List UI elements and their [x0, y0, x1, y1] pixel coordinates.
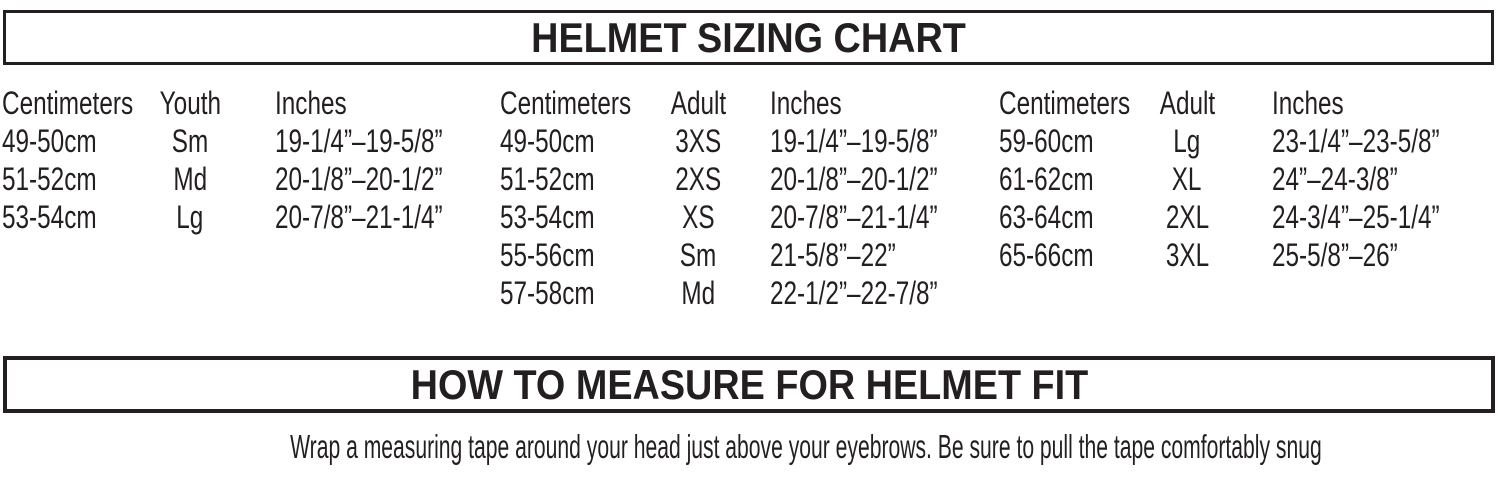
size-cell: 2XL	[1165, 199, 1209, 235]
cm-range-cell: 65-66cm	[999, 237, 1094, 273]
centimeters-column-header: Centimeters	[500, 85, 632, 121]
adult-column-header: Adult	[1159, 85, 1215, 121]
inches-column-header: Inches	[770, 85, 842, 121]
size-cell: Md	[681, 275, 715, 311]
cm-range-cell: 53-54cm	[500, 199, 595, 235]
inches-range-cell: 20-1/8”–20-1/2”	[275, 161, 443, 197]
size-cell: Lg	[1173, 123, 1201, 159]
sizing-chart-title-bar: HELMET SIZING CHART	[3, 10, 1494, 65]
inches-range-cell: 24-3/4”–25-1/4”	[1272, 199, 1440, 235]
sizing-group-youth: Centimeters Youth Inches 49-50cm Sm 19-1…	[0, 84, 498, 236]
inches-range-cell: 24”–24-3/8”	[1272, 161, 1398, 197]
inches-range-cell: 25-5/8”–26”	[1272, 237, 1398, 273]
cm-range-cell: 51-52cm	[2, 161, 97, 197]
cm-range-cell: 61-62cm	[999, 161, 1094, 197]
size-cell: 3XS	[675, 123, 721, 159]
size-cell: XL	[1172, 161, 1202, 197]
cm-range-cell: 63-64cm	[999, 199, 1094, 235]
cm-range-cell: 53-54cm	[2, 199, 97, 235]
sizing-group-adult-small: Centimeters Adult Inches 49-50cm 3XS 19-…	[498, 84, 997, 312]
helmet-sizing-table: Centimeters Youth Inches 49-50cm Sm 19-1…	[0, 84, 1498, 316]
size-cell: Md	[173, 161, 207, 197]
inches-range-cell: 20-1/8”–20-1/2”	[770, 161, 938, 197]
size-cell: Sm	[679, 237, 717, 273]
inches-range-cell: 20-7/8”–21-1/4”	[770, 199, 938, 235]
inches-range-cell: 22-1/2”–22-7/8”	[770, 275, 938, 311]
sizing-chart-title: HELMET SIZING CHART	[531, 13, 966, 61]
size-cell: XS	[681, 199, 715, 235]
centimeters-column-header: Centimeters	[2, 85, 134, 121]
fit-instruction-text: Wrap a measuring tape around your head j…	[290, 428, 1322, 465]
size-cell: 3XL	[1165, 237, 1209, 273]
cm-range-cell: 51-52cm	[500, 161, 595, 197]
size-cell: Sm	[171, 123, 209, 159]
inches-column-header: Inches	[275, 85, 347, 121]
cm-range-cell: 55-56cm	[500, 237, 595, 273]
inches-range-cell: 19-1/4”–19-5/8”	[770, 123, 938, 159]
cm-range-cell: 59-60cm	[999, 123, 1094, 159]
measure-title: HOW TO MEASURE FOR HELMET FIT	[410, 360, 1088, 408]
measure-title-bar: HOW TO MEASURE FOR HELMET FIT	[3, 356, 1495, 413]
cm-range-cell: 49-50cm	[500, 123, 595, 159]
cm-range-cell: 57-58cm	[500, 275, 595, 311]
inches-column-header: Inches	[1272, 85, 1344, 121]
inches-range-cell: 23-1/4”–23-5/8”	[1272, 123, 1440, 159]
inches-range-cell: 20-7/8”–21-1/4”	[275, 199, 443, 235]
size-cell: 2XS	[675, 161, 721, 197]
sizing-group-adult-large: Centimeters Adult Inches 59-60cm Lg 23-1…	[997, 84, 1498, 274]
inches-range-cell: 21-5/8”–22”	[770, 237, 896, 273]
centimeters-column-header: Centimeters	[999, 85, 1131, 121]
youth-column-header: Youth	[159, 85, 221, 121]
inches-range-cell: 19-1/4”–19-5/8”	[275, 123, 443, 159]
size-cell: Lg	[176, 199, 204, 235]
cm-range-cell: 49-50cm	[2, 123, 97, 159]
adult-column-header: Adult	[670, 85, 726, 121]
